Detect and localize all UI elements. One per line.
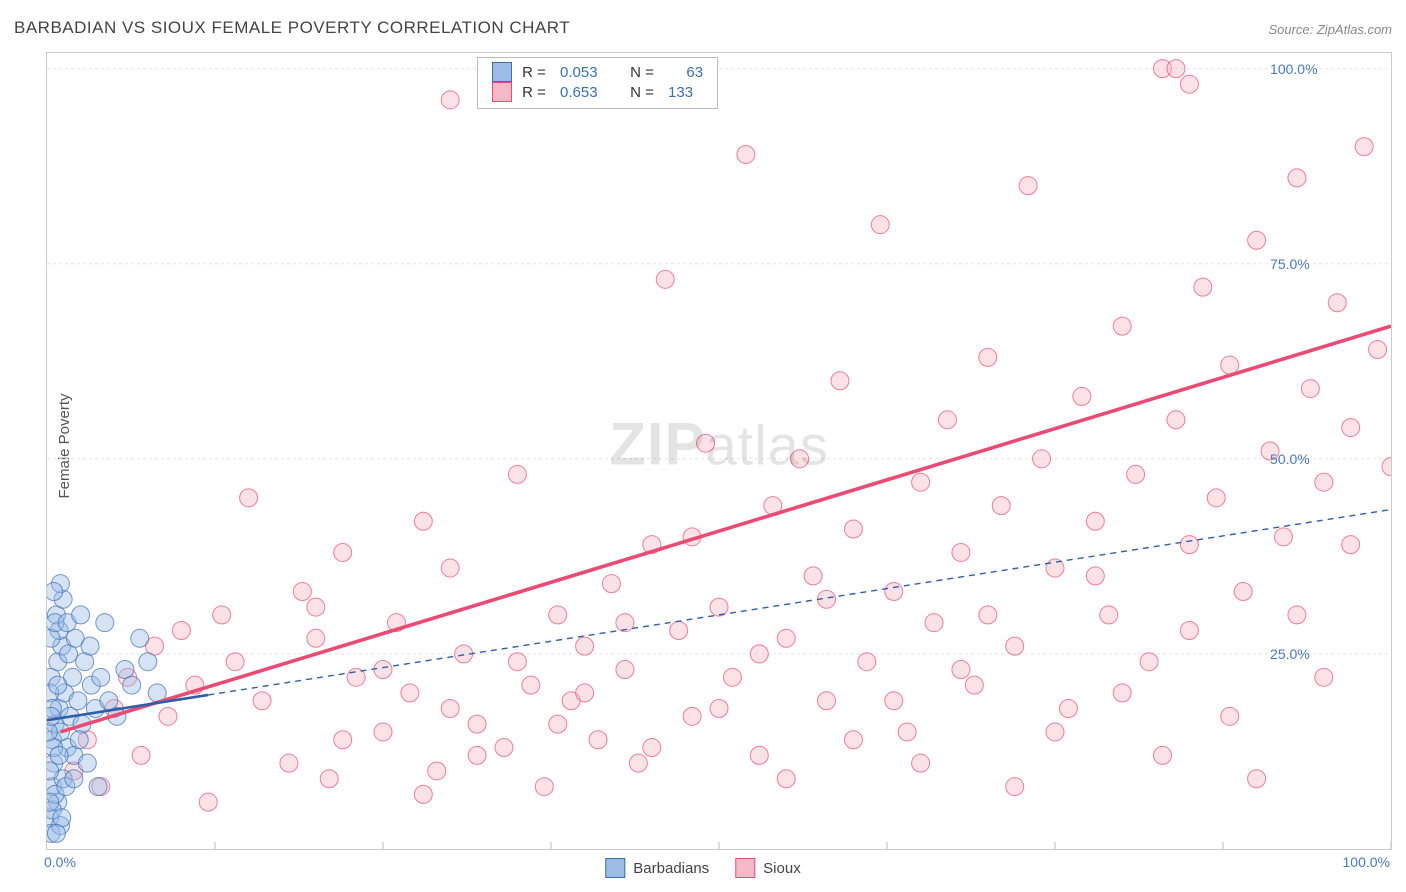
y-tick-label: 50.0% <box>1270 451 1310 467</box>
swatch-sioux <box>492 82 512 102</box>
correlation-row-sioux: R = 0.653 N = 133 <box>492 82 703 102</box>
legend-bottom: Barbadians Sioux <box>605 858 800 878</box>
y-tick-label: 25.0% <box>1270 646 1310 662</box>
legend-item-sioux: Sioux <box>735 858 801 878</box>
legend-swatch-barbadians <box>605 858 625 878</box>
chart-container: BARBADIAN VS SIOUX FEMALE POVERTY CORREL… <box>0 0 1406 892</box>
origin-tick-label: 0.0% <box>44 854 76 870</box>
source-attribution: Source: ZipAtlas.com <box>1268 22 1392 37</box>
y-tick-label: 75.0% <box>1270 256 1310 272</box>
x-max-tick-label: 100.0% <box>1343 854 1390 870</box>
legend-item-barbadians: Barbadians <box>605 858 709 878</box>
legend-label-sioux: Sioux <box>763 860 801 877</box>
correlation-legend-box: R = 0.053 N = 63 R = 0.653 N = 133 <box>477 57 718 109</box>
chart-title: BARBADIAN VS SIOUX FEMALE POVERTY CORREL… <box>14 18 570 38</box>
y-tick-label: 100.0% <box>1270 61 1317 77</box>
plot-area: ZIPatlas R = 0.053 N = 63 R = 0.653 N = … <box>46 52 1392 850</box>
scatter-plot-svg <box>47 53 1391 849</box>
correlation-row-barbadians: R = 0.053 N = 63 <box>492 62 703 82</box>
legend-swatch-sioux <box>735 858 755 878</box>
swatch-barbadians <box>492 62 512 82</box>
legend-label-barbadians: Barbadians <box>633 860 709 877</box>
